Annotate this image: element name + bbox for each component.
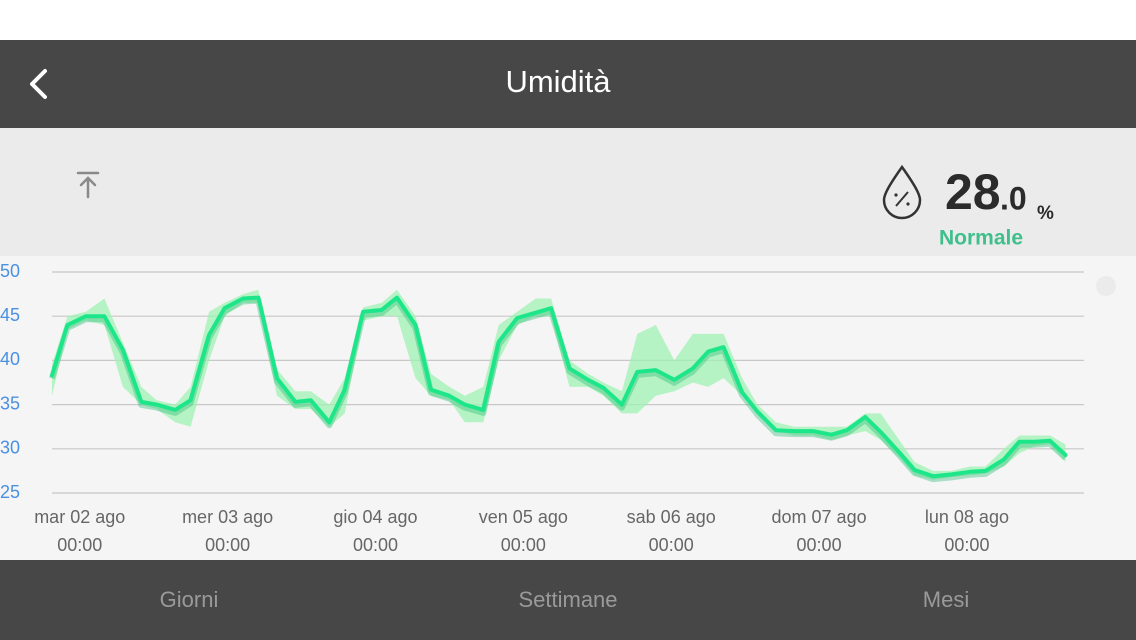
x-tick-label: dom 07 ago 00:00: [772, 507, 867, 555]
y-tick-label: 50: [0, 261, 20, 281]
x-tick-label: mar 02 ago 00:00: [34, 507, 125, 555]
reading-unit: %: [1037, 203, 1054, 224]
chart: 25 30 35 40 45 50 mar 02 ago 00:00 mer 03 ago 00:…: [0, 261, 1084, 555]
header-bar: [0, 40, 1136, 128]
x-tick-label: mer 03 ago 00:00: [182, 507, 273, 555]
y-tick-label: 35: [0, 393, 20, 413]
tab-bar: [0, 560, 1136, 640]
reading-integer: 28: [945, 164, 1001, 220]
x-tick-label: lun 08 ago 00:00: [925, 507, 1009, 555]
y-tick-label: 25: [0, 482, 20, 502]
summary-panel: [0, 128, 1136, 256]
tab-label[interactable]: Mesi: [923, 587, 969, 612]
tabs: Giorni Settimane Mesi: [160, 587, 970, 612]
x-tick-label: gio 04 ago 00:00: [333, 507, 417, 555]
reading-decimal: .0: [1000, 180, 1027, 216]
x-tick-label: sab 06 ago 00:00: [627, 507, 716, 555]
back-button[interactable]: [30, 69, 47, 99]
tab-label[interactable]: Settimane: [518, 587, 617, 612]
x-tick-label: ven 05 ago 00:00: [479, 507, 568, 555]
y-tick-label: 40: [0, 349, 20, 369]
chart-handle[interactable]: [1096, 276, 1116, 296]
y-tick-label: 45: [0, 305, 20, 325]
humidity-icon: [882, 164, 922, 220]
tab-label[interactable]: Giorni: [160, 587, 219, 612]
header-title: Umidità: [505, 64, 611, 99]
export-icon[interactable]: [76, 171, 100, 199]
status-bar: [0, 0, 1136, 40]
reading-status: Normale: [939, 227, 1023, 250]
y-tick-label: 30: [0, 438, 20, 458]
data-line: [50, 295, 1068, 479]
